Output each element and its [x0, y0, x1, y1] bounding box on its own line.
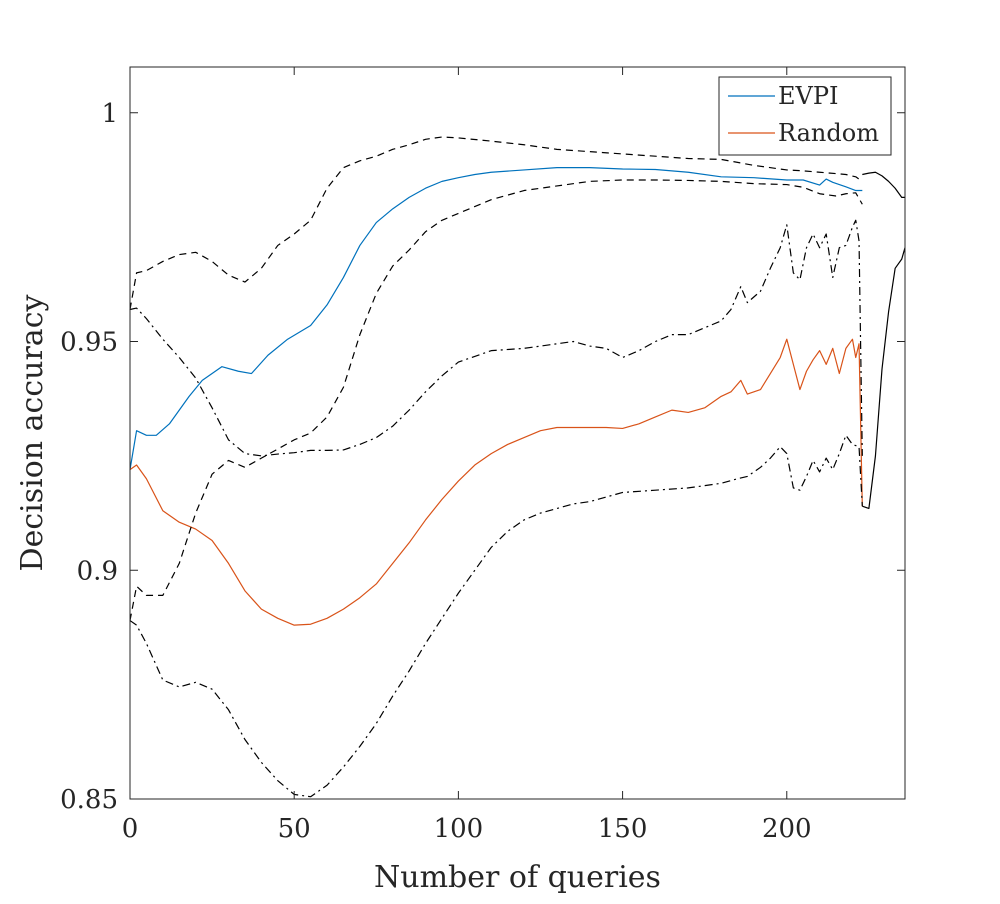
series-layer [129, 136, 906, 798]
x-tick-label: 0 [122, 814, 139, 844]
y-tick-label: 1 [101, 99, 118, 129]
series-line-solid-7 [862, 171, 905, 198]
x-tick-label: 150 [598, 814, 648, 844]
legend: EVPI Random [718, 76, 892, 156]
x-tick-label: 200 [762, 814, 812, 844]
legend-label-random: Random [778, 119, 879, 147]
x-tick-label: 50 [278, 814, 311, 844]
series-line-dashed-2 [129, 136, 863, 310]
y-tick-label: 0.85 [60, 785, 118, 815]
legend-box [718, 76, 892, 156]
series-line-dashdot-5 [129, 434, 863, 798]
y-tick-label: 0.95 [60, 328, 118, 358]
x-tick-label: 100 [434, 814, 484, 844]
x-axis-label: Number of queries [374, 860, 661, 895]
series-line-random [129, 338, 863, 626]
y-axis-label: Decision accuracy [15, 295, 50, 572]
plot-frame [129, 66, 906, 800]
y-tick-label: 0.9 [77, 556, 118, 586]
plot-area [130, 67, 905, 799]
series-line-solid-6 [862, 247, 906, 510]
legend-label-evpi: EVPI [778, 82, 838, 110]
series-line-dashed-3 [129, 179, 863, 621]
series-line-evpi [129, 167, 863, 470]
ticks-layer: 0 50 100 150 200 0.85 0.9 0.95 1 [60, 67, 905, 844]
